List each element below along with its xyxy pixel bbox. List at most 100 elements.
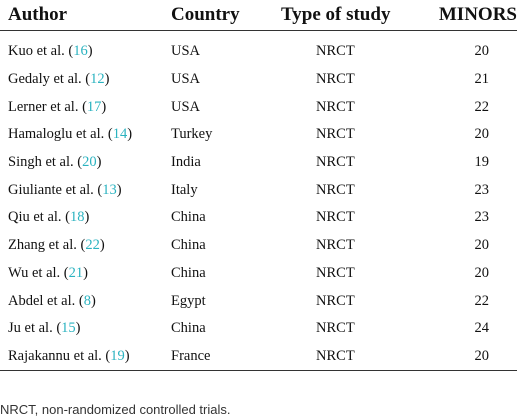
author-name: Wu et al. (: [8, 264, 69, 281]
cell-minors: 21: [474, 71, 490, 88]
cell-author: Lerner et al. (17): [0, 93, 171, 121]
cell-country: USA: [171, 43, 201, 60]
cell-author: Ju et al. (15): [0, 315, 171, 343]
study-characteristics-table: Author Country Type of study MINORS Kuo …: [0, 0, 517, 372]
author-close-paren: ): [101, 98, 107, 115]
cell-author: Zhang et al. (22): [0, 232, 171, 260]
cell-type-of-study: NRCT: [316, 320, 355, 337]
reference-link[interactable]: 13: [102, 181, 117, 198]
cell-minors: 23: [474, 209, 490, 226]
cell-minors: 20: [474, 264, 490, 281]
table-row: Hamaloglu et al. (14) Turkey NRCT 20: [0, 121, 517, 149]
author-name: Qiu et al. (: [8, 209, 71, 226]
header-type-of-study: Type of study: [281, 4, 391, 25]
author-name: Lerner et al. (: [8, 98, 87, 115]
cell-minors: 20: [431, 342, 517, 372]
cell-type-of-study: NRCT: [316, 209, 355, 226]
cell-author: Gedaly et al. (12): [0, 66, 171, 94]
cell-country: USA: [171, 71, 201, 88]
table-row: Wu et al. (21) China NRCT 20: [0, 260, 517, 288]
cell-author: Abdel et al. (8): [0, 287, 171, 315]
author-name: Hamaloglu et al. (: [8, 126, 113, 143]
reference-link[interactable]: 22: [85, 237, 100, 254]
cell-minors: 23: [474, 181, 490, 198]
author-close-paren: ): [104, 71, 110, 88]
author-name: Kuo et al. (: [8, 43, 74, 60]
author-close-paren: ): [96, 154, 102, 171]
cell-country: China: [171, 320, 206, 337]
cell-author: Qiu et al. (18): [0, 204, 171, 232]
cell-type-of-study: NRCT: [281, 342, 431, 372]
cell-author: Rajakannu et al. (19): [0, 342, 171, 372]
author-close-paren: ): [124, 347, 130, 364]
author-close-paren: ): [127, 126, 133, 143]
header-minors: MINORS: [438, 4, 517, 25]
header-author: Author: [8, 4, 68, 25]
reference-link[interactable]: 19: [110, 347, 125, 364]
author-close-paren: ): [83, 264, 88, 281]
cell-country: France: [171, 342, 281, 372]
table-row: Abdel et al. (8) Egypt NRCT 22: [0, 287, 517, 315]
cell-minors: 19: [474, 154, 490, 171]
reference-link[interactable]: 18: [70, 209, 85, 226]
cell-minors: 22: [474, 292, 490, 309]
cell-country: India: [171, 154, 201, 171]
reference-link[interactable]: 17: [86, 98, 102, 115]
table-row: Gedaly et al. (12) USA NRCT 21: [0, 66, 517, 94]
cell-minors: 20: [474, 43, 490, 60]
reference-link[interactable]: 14: [112, 126, 128, 143]
cell-country: Egypt: [171, 292, 206, 309]
cell-author: Hamaloglu et al. (14): [0, 121, 171, 149]
cell-country: Turkey: [171, 126, 213, 143]
cell-minors: 22: [474, 98, 490, 115]
cell-type-of-study: NRCT: [316, 181, 355, 198]
reference-link[interactable]: 8: [83, 292, 91, 309]
cell-minors: 20: [474, 237, 490, 254]
reference-link[interactable]: 16: [73, 43, 88, 60]
cell-author: Singh et al. (20): [0, 149, 171, 177]
author-close-paren: ): [116, 181, 122, 198]
table-row: Kuo et al. (16) USA NRCT 20: [0, 31, 517, 66]
cell-type-of-study: NRCT: [316, 71, 355, 88]
author-name: Ju et al. (: [8, 320, 62, 337]
cell-country: Italy: [171, 181, 198, 198]
cell-author: Giuliante et al. (13): [0, 176, 171, 204]
cell-type-of-study: NRCT: [316, 264, 355, 281]
table-footnote: NRCT, non-randomized controlled trials.: [0, 402, 231, 417]
author-name: Abdel et al. (: [8, 292, 84, 309]
cell-type-of-study: NRCT: [316, 154, 355, 171]
author-name: Rajakannu et al. (: [8, 347, 111, 364]
author-name: Giuliante et al. (: [8, 181, 103, 198]
cell-country: China: [171, 264, 206, 281]
header-row: Author Country Type of study MINORS: [0, 0, 517, 31]
cell-author: Kuo et al. (16): [0, 31, 171, 66]
header-country: Country: [171, 4, 240, 25]
table-row: Lerner et al. (17) USA NRCT 22: [0, 93, 517, 121]
cell-type-of-study: NRCT: [316, 292, 355, 309]
reference-link[interactable]: 20: [82, 154, 97, 171]
table-row: Giuliante et al. (13) Italy NRCT 23: [0, 176, 517, 204]
table-row: Ju et al. (15) China NRCT 24: [0, 315, 517, 343]
reference-link[interactable]: 21: [68, 264, 84, 281]
cell-country: China: [171, 237, 206, 254]
author-close-paren: ): [90, 292, 96, 309]
table-body: Kuo et al. (16) USA NRCT 20 Gedaly et al. (1…: [0, 31, 517, 372]
cell-minors: 24: [474, 320, 490, 337]
cell-type-of-study: NRCT: [316, 237, 355, 254]
reference-link[interactable]: 15: [61, 320, 76, 337]
author-close-paren: ): [99, 237, 105, 254]
cell-type-of-study: NRCT: [316, 98, 355, 115]
table-row: Qiu et al. (18) China NRCT 23: [0, 204, 517, 232]
table-header: Author Country Type of study MINORS: [0, 0, 517, 31]
author-name: Singh et al. (: [8, 154, 83, 171]
cell-author: Wu et al. (21): [0, 260, 171, 288]
author-name: Zhang et al. (: [8, 237, 86, 254]
table-row: Zhang et al. (22) China NRCT 20: [0, 232, 517, 260]
cell-country: China: [171, 209, 206, 226]
reference-link[interactable]: 12: [90, 71, 105, 88]
table-row: Singh et al. (20) India NRCT 19: [0, 149, 517, 177]
cell-country: USA: [171, 98, 201, 115]
cell-type-of-study: NRCT: [316, 126, 355, 143]
author-name: Gedaly et al. (: [8, 71, 91, 88]
